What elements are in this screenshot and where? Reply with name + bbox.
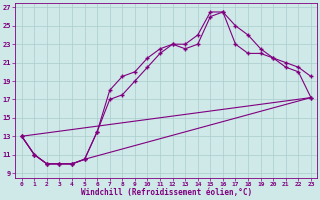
X-axis label: Windchill (Refroidissement éolien,°C): Windchill (Refroidissement éolien,°C) xyxy=(81,188,252,197)
